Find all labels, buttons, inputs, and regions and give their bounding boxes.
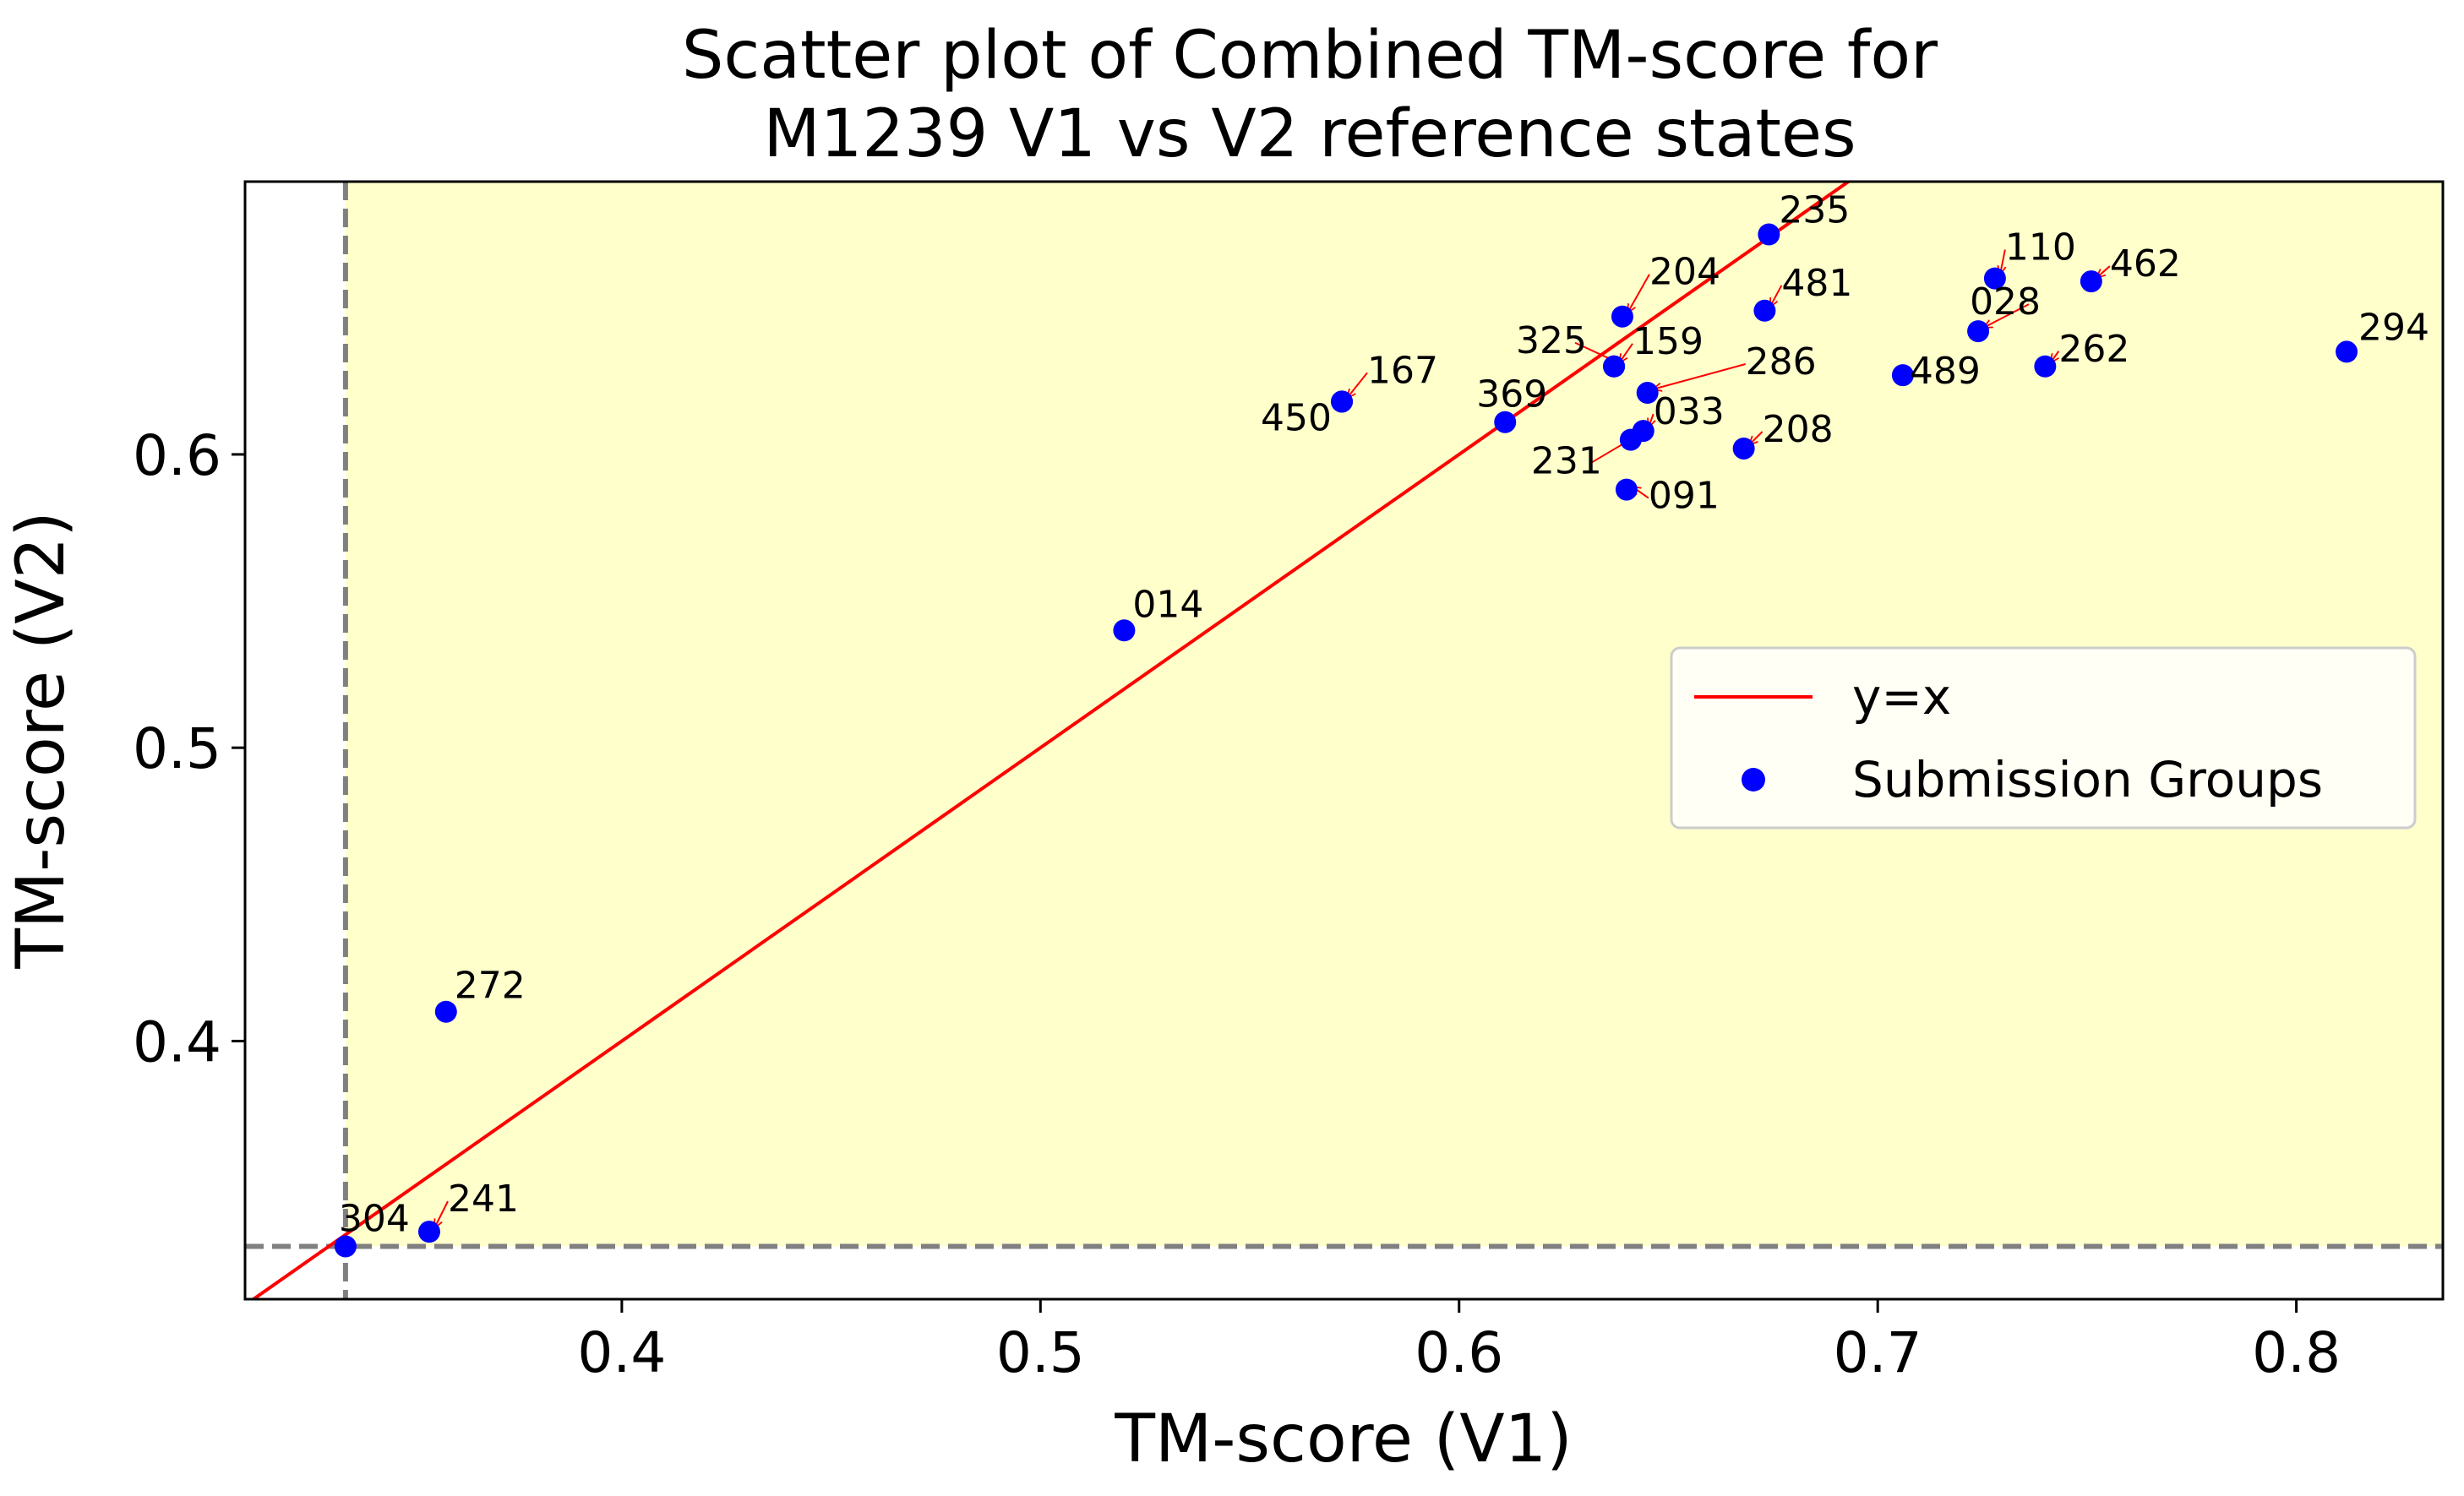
point-label-241: 241 bbox=[448, 1178, 519, 1221]
data-point-110 bbox=[1983, 267, 2006, 290]
chart-title-line-1: Scatter plot of Combined TM-score for bbox=[682, 18, 1938, 94]
annotation-arrow bbox=[1627, 274, 1650, 313]
data-point-369 bbox=[1494, 411, 1517, 433]
point-label-294: 294 bbox=[2358, 306, 2429, 349]
point-label-450: 450 bbox=[1261, 396, 1332, 439]
annotation-arrow bbox=[1653, 363, 1746, 389]
data-point-241 bbox=[417, 1221, 440, 1243]
point-label-369: 369 bbox=[1476, 373, 1547, 416]
point-label-014: 014 bbox=[1132, 583, 1203, 626]
point-label-028: 028 bbox=[1970, 280, 2041, 324]
data-point-159 bbox=[1603, 355, 1626, 378]
y-axis-label: TM-score (V2) bbox=[3, 511, 79, 969]
data-points bbox=[334, 223, 2358, 1258]
data-point-262 bbox=[2034, 355, 2057, 378]
point-label-091: 091 bbox=[1649, 475, 1720, 518]
point-label-033: 033 bbox=[1654, 390, 1725, 433]
point-labels: 235 204 481 110 462 028 294 325 159 286 489 262 167 4… bbox=[339, 189, 2429, 1241]
point-label-462: 462 bbox=[2110, 242, 2181, 286]
x-axis-ticks: 0.4 0.5 0.6 0.7 0.8 bbox=[577, 1299, 2341, 1385]
annotation-arrow bbox=[1347, 372, 1368, 398]
x-tick-label: 0.7 bbox=[1834, 1320, 1922, 1385]
point-label-208: 208 bbox=[1763, 408, 1834, 451]
data-point-272 bbox=[434, 1000, 457, 1023]
point-label-325: 325 bbox=[1516, 319, 1587, 362]
point-label-304: 304 bbox=[339, 1197, 410, 1240]
x-axis-label: TM-score (V1) bbox=[1114, 1401, 1572, 1477]
legend-box bbox=[1670, 646, 2417, 830]
point-label-481: 481 bbox=[1781, 262, 1852, 305]
identity-line-group bbox=[250, 182, 1851, 1299]
chart-title-line-2: M1239 V1 vs V2 reference states bbox=[763, 96, 1856, 172]
data-point-286 bbox=[1636, 382, 1659, 405]
point-label-204: 204 bbox=[1649, 251, 1720, 294]
annotation-arrow bbox=[1983, 303, 2030, 328]
point-label-272: 272 bbox=[455, 965, 526, 1008]
x-tick-label: 0.4 bbox=[577, 1320, 666, 1385]
data-point-304 bbox=[334, 1235, 357, 1258]
point-label-286: 286 bbox=[1746, 340, 1817, 384]
point-label-167: 167 bbox=[1367, 349, 1438, 392]
y-axis-ticks: 0.4 0.5 0.6 bbox=[133, 423, 245, 1074]
data-point-231 bbox=[1619, 428, 1642, 451]
legend-label-identity: y=x bbox=[1852, 668, 1951, 726]
x-tick-label: 0.8 bbox=[2252, 1320, 2341, 1385]
legend-marker-swatch bbox=[1742, 768, 1765, 792]
data-point-489 bbox=[1891, 364, 1914, 387]
data-point-091 bbox=[1615, 478, 1638, 501]
x-tick-label: 0.6 bbox=[1415, 1320, 1503, 1385]
point-label-231: 231 bbox=[1531, 440, 1602, 483]
point-label-262: 262 bbox=[2058, 328, 2129, 371]
data-point-450 bbox=[1331, 390, 1354, 413]
y-tick-label: 0.5 bbox=[133, 716, 221, 781]
data-point-014 bbox=[1113, 619, 1136, 642]
data-point-481 bbox=[1753, 299, 1776, 322]
data-point-235 bbox=[1758, 223, 1780, 246]
data-point-204 bbox=[1611, 305, 1633, 328]
point-label-159: 159 bbox=[1633, 320, 1704, 363]
y-tick-label: 0.4 bbox=[133, 1009, 221, 1074]
y-tick-label: 0.6 bbox=[133, 423, 221, 488]
reference-lines bbox=[245, 182, 2443, 1299]
data-point-028 bbox=[1967, 320, 1990, 343]
point-label-489: 489 bbox=[1910, 350, 1981, 393]
legend: y=x Submission Groups bbox=[1670, 646, 2417, 830]
data-point-208 bbox=[1732, 437, 1755, 460]
identity-line bbox=[250, 182, 1851, 1299]
x-tick-label: 0.5 bbox=[996, 1320, 1085, 1385]
point-label-110: 110 bbox=[2005, 226, 2076, 269]
point-label-235: 235 bbox=[1779, 189, 1850, 232]
plot-frame bbox=[243, 180, 2445, 1301]
legend-label-submissions: Submission Groups bbox=[1852, 751, 2323, 808]
data-point-294 bbox=[2336, 340, 2358, 363]
data-point-462 bbox=[2080, 270, 2102, 293]
